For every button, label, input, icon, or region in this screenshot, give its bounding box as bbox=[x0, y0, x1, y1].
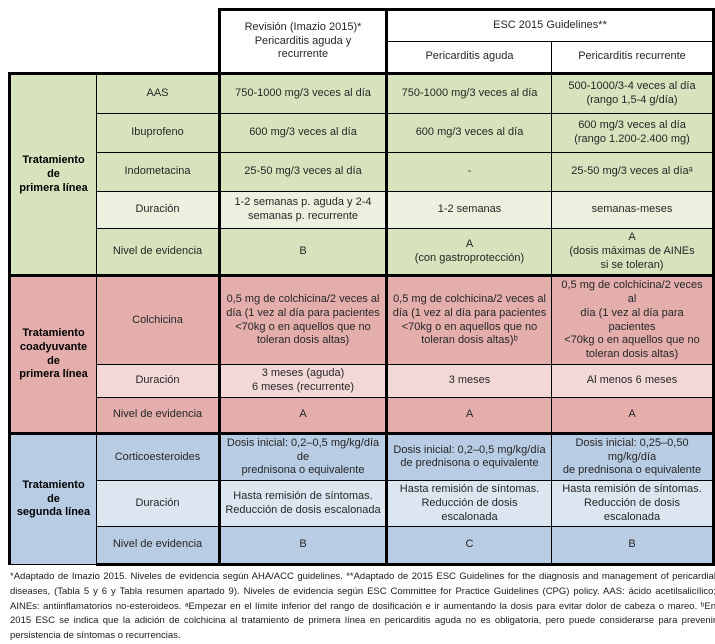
cell-corticoesteroides-revision: Dosis inicial: 0,2–0,5 mg/kg/día de pred… bbox=[219, 431, 388, 482]
row-label-colchicina: Colchicina bbox=[96, 274, 221, 365]
cell-indometacina-revision: 25-50 mg/3 veces al día bbox=[219, 152, 388, 192]
table-row: Duración 3 meses (aguda) 6 meses (recurr… bbox=[10, 363, 715, 398]
cell-colchicina-esc-aguda: 0,5 mg de colchicina/2 veces al día (1 v… bbox=[386, 274, 552, 365]
group-label-coadyuvante: Tratamiento coadyuvante de primera línea bbox=[8, 274, 97, 434]
row-label-aas: AAS bbox=[96, 72, 221, 114]
table-row: Nivel de evidencia B A (con gastroprotec… bbox=[10, 227, 715, 278]
cell-duracion2-esc-recurrente: Al menos 6 meses bbox=[551, 363, 715, 398]
row-label-nivel-evidencia-3: Nivel de evidencia bbox=[96, 526, 221, 567]
cell-duracion3-esc-recurrente: Hasta remisión de síntomas. Reducción de… bbox=[551, 479, 715, 528]
cell-duracion1-revision: 1-2 semanas p. aguda y 2-4 semanas p. re… bbox=[219, 191, 388, 229]
cell-ibuprofeno-revision: 600 mg/3 veces al día bbox=[219, 113, 388, 153]
treatment-guidelines-table: Revisión (Imazio 2015)* Pericarditis agu… bbox=[8, 8, 715, 567]
cell-colchicina-revision: 0,5 mg de colchicina/2 veces al día (1 v… bbox=[219, 274, 388, 365]
cell-duracion1-esc-aguda: 1-2 semanas bbox=[386, 191, 552, 229]
col-header-esc-2015-group: ESC 2015 Guidelines** bbox=[386, 8, 715, 42]
col-header-revision-imazio: Revisión (Imazio 2015)* Pericarditis agu… bbox=[218, 8, 388, 75]
cell-ibuprofeno-esc-recurrente: 600 mg/3 veces al día (rango 1.200-2.400… bbox=[551, 113, 715, 153]
row-label-duracion-3: Duración bbox=[96, 479, 221, 528]
cell-nivel1-esc-recurrente: A (dosis máximas de AINEs si se toleran) bbox=[551, 227, 715, 278]
table-row: Ibuprofeno 600 mg/3 veces al día 600 mg/… bbox=[10, 113, 715, 153]
row-label-duracion-2: Duración bbox=[96, 363, 221, 398]
cell-nivel3-esc-recurrente: B bbox=[551, 526, 715, 567]
footnote-text: *Adaptado de Imazio 2015. Niveles de evi… bbox=[10, 571, 715, 642]
cell-aas-esc-recurrente: 500-1000/3-4 veces al día (rango 1,5-4 g… bbox=[551, 72, 715, 114]
table-row: Tratamiento de primera línea AAS 750-100… bbox=[8, 71, 715, 277]
group-label-segunda-linea: Tratamiento de segunda línea bbox=[8, 431, 97, 566]
cell-duracion2-revision: 3 meses (aguda) 6 meses (recurrente) bbox=[219, 363, 388, 398]
cell-duracion2-esc-aguda: 3 meses bbox=[386, 363, 552, 398]
row-label-ibuprofeno: Ibuprofeno bbox=[96, 113, 221, 153]
row-label-nivel-evidencia-1: Nivel de evidencia bbox=[96, 227, 221, 278]
header-corner-blank bbox=[9, 9, 220, 74]
row-label-nivel-evidencia-2: Nivel de evidencia bbox=[96, 396, 221, 435]
cell-nivel3-revision: B bbox=[219, 526, 388, 567]
table-row: Duración Hasta remisión de síntomas. Red… bbox=[10, 479, 715, 528]
cell-nivel2-esc-aguda: A bbox=[386, 396, 552, 435]
cell-indometacina-esc-recurrente: 25-50 mg/3 veces al díaᵃ bbox=[551, 152, 715, 192]
table-subheader-row: Pericarditis aguda Pericarditis recurren… bbox=[10, 41, 715, 75]
cell-aas-esc-aguda: 750-1000 mg/3 veces al día bbox=[386, 72, 552, 114]
table-row: Nivel de evidencia B C B bbox=[10, 526, 715, 567]
cell-nivel1-esc-aguda: A (con gastroprotección) bbox=[386, 227, 552, 278]
table-row: Duración 1-2 semanas p. aguda y 2-4 sema… bbox=[10, 191, 715, 229]
cell-ibuprofeno-esc-aguda: 600 mg/3 veces al día bbox=[386, 113, 552, 153]
col-header-pericarditis-recurrente: Pericarditis recurrente bbox=[551, 41, 715, 75]
cell-corticoesteroides-esc-aguda: Dosis inicial: 0,2–0,5 mg/kg/día de pred… bbox=[386, 431, 552, 482]
cell-duracion1-esc-recurrente: semanas-meses bbox=[551, 191, 715, 229]
group-label-primera-linea: Tratamiento de primera línea bbox=[8, 71, 97, 277]
row-label-corticoesteroides: Corticoesteroides bbox=[96, 431, 221, 482]
cell-nivel2-revision: A bbox=[219, 396, 388, 435]
row-label-duracion-1: Duración bbox=[96, 191, 221, 229]
table-row: Indometacina 25-50 mg/3 veces al día - 2… bbox=[10, 152, 715, 192]
cell-colchicina-esc-recurrente: 0,5 mg de colchicina/2 veces al día (1 v… bbox=[551, 274, 715, 365]
cell-nivel1-revision: B bbox=[219, 227, 388, 278]
cell-duracion3-esc-aguda: Hasta remisión de síntomas. Reducción de… bbox=[386, 479, 552, 528]
table-row: Tratamiento de segunda línea Corticoeste… bbox=[8, 431, 715, 566]
cell-corticoesteroides-esc-recurrente: Dosis inicial: 0,25–0,50 mg/kg/día de pr… bbox=[551, 431, 715, 482]
col-header-pericarditis-aguda: Pericarditis aguda bbox=[386, 41, 552, 75]
cell-duracion3-revision: Hasta remisión de síntomas. Reducción de… bbox=[219, 479, 388, 528]
row-label-indometacina: Indometacina bbox=[96, 152, 221, 192]
cell-nivel3-esc-aguda: C bbox=[386, 526, 552, 567]
cell-indometacina-esc-aguda: - bbox=[386, 152, 552, 192]
table-row: Tratamiento coadyuvante de primera línea… bbox=[8, 274, 715, 434]
cell-nivel2-esc-recurrente: A bbox=[551, 396, 715, 435]
table-header-row: Revisión (Imazio 2015)* Pericarditis agu… bbox=[9, 8, 715, 75]
table-row: Nivel de evidencia A A A bbox=[10, 396, 715, 435]
cell-aas-revision: 750-1000 mg/3 veces al día bbox=[219, 72, 388, 114]
